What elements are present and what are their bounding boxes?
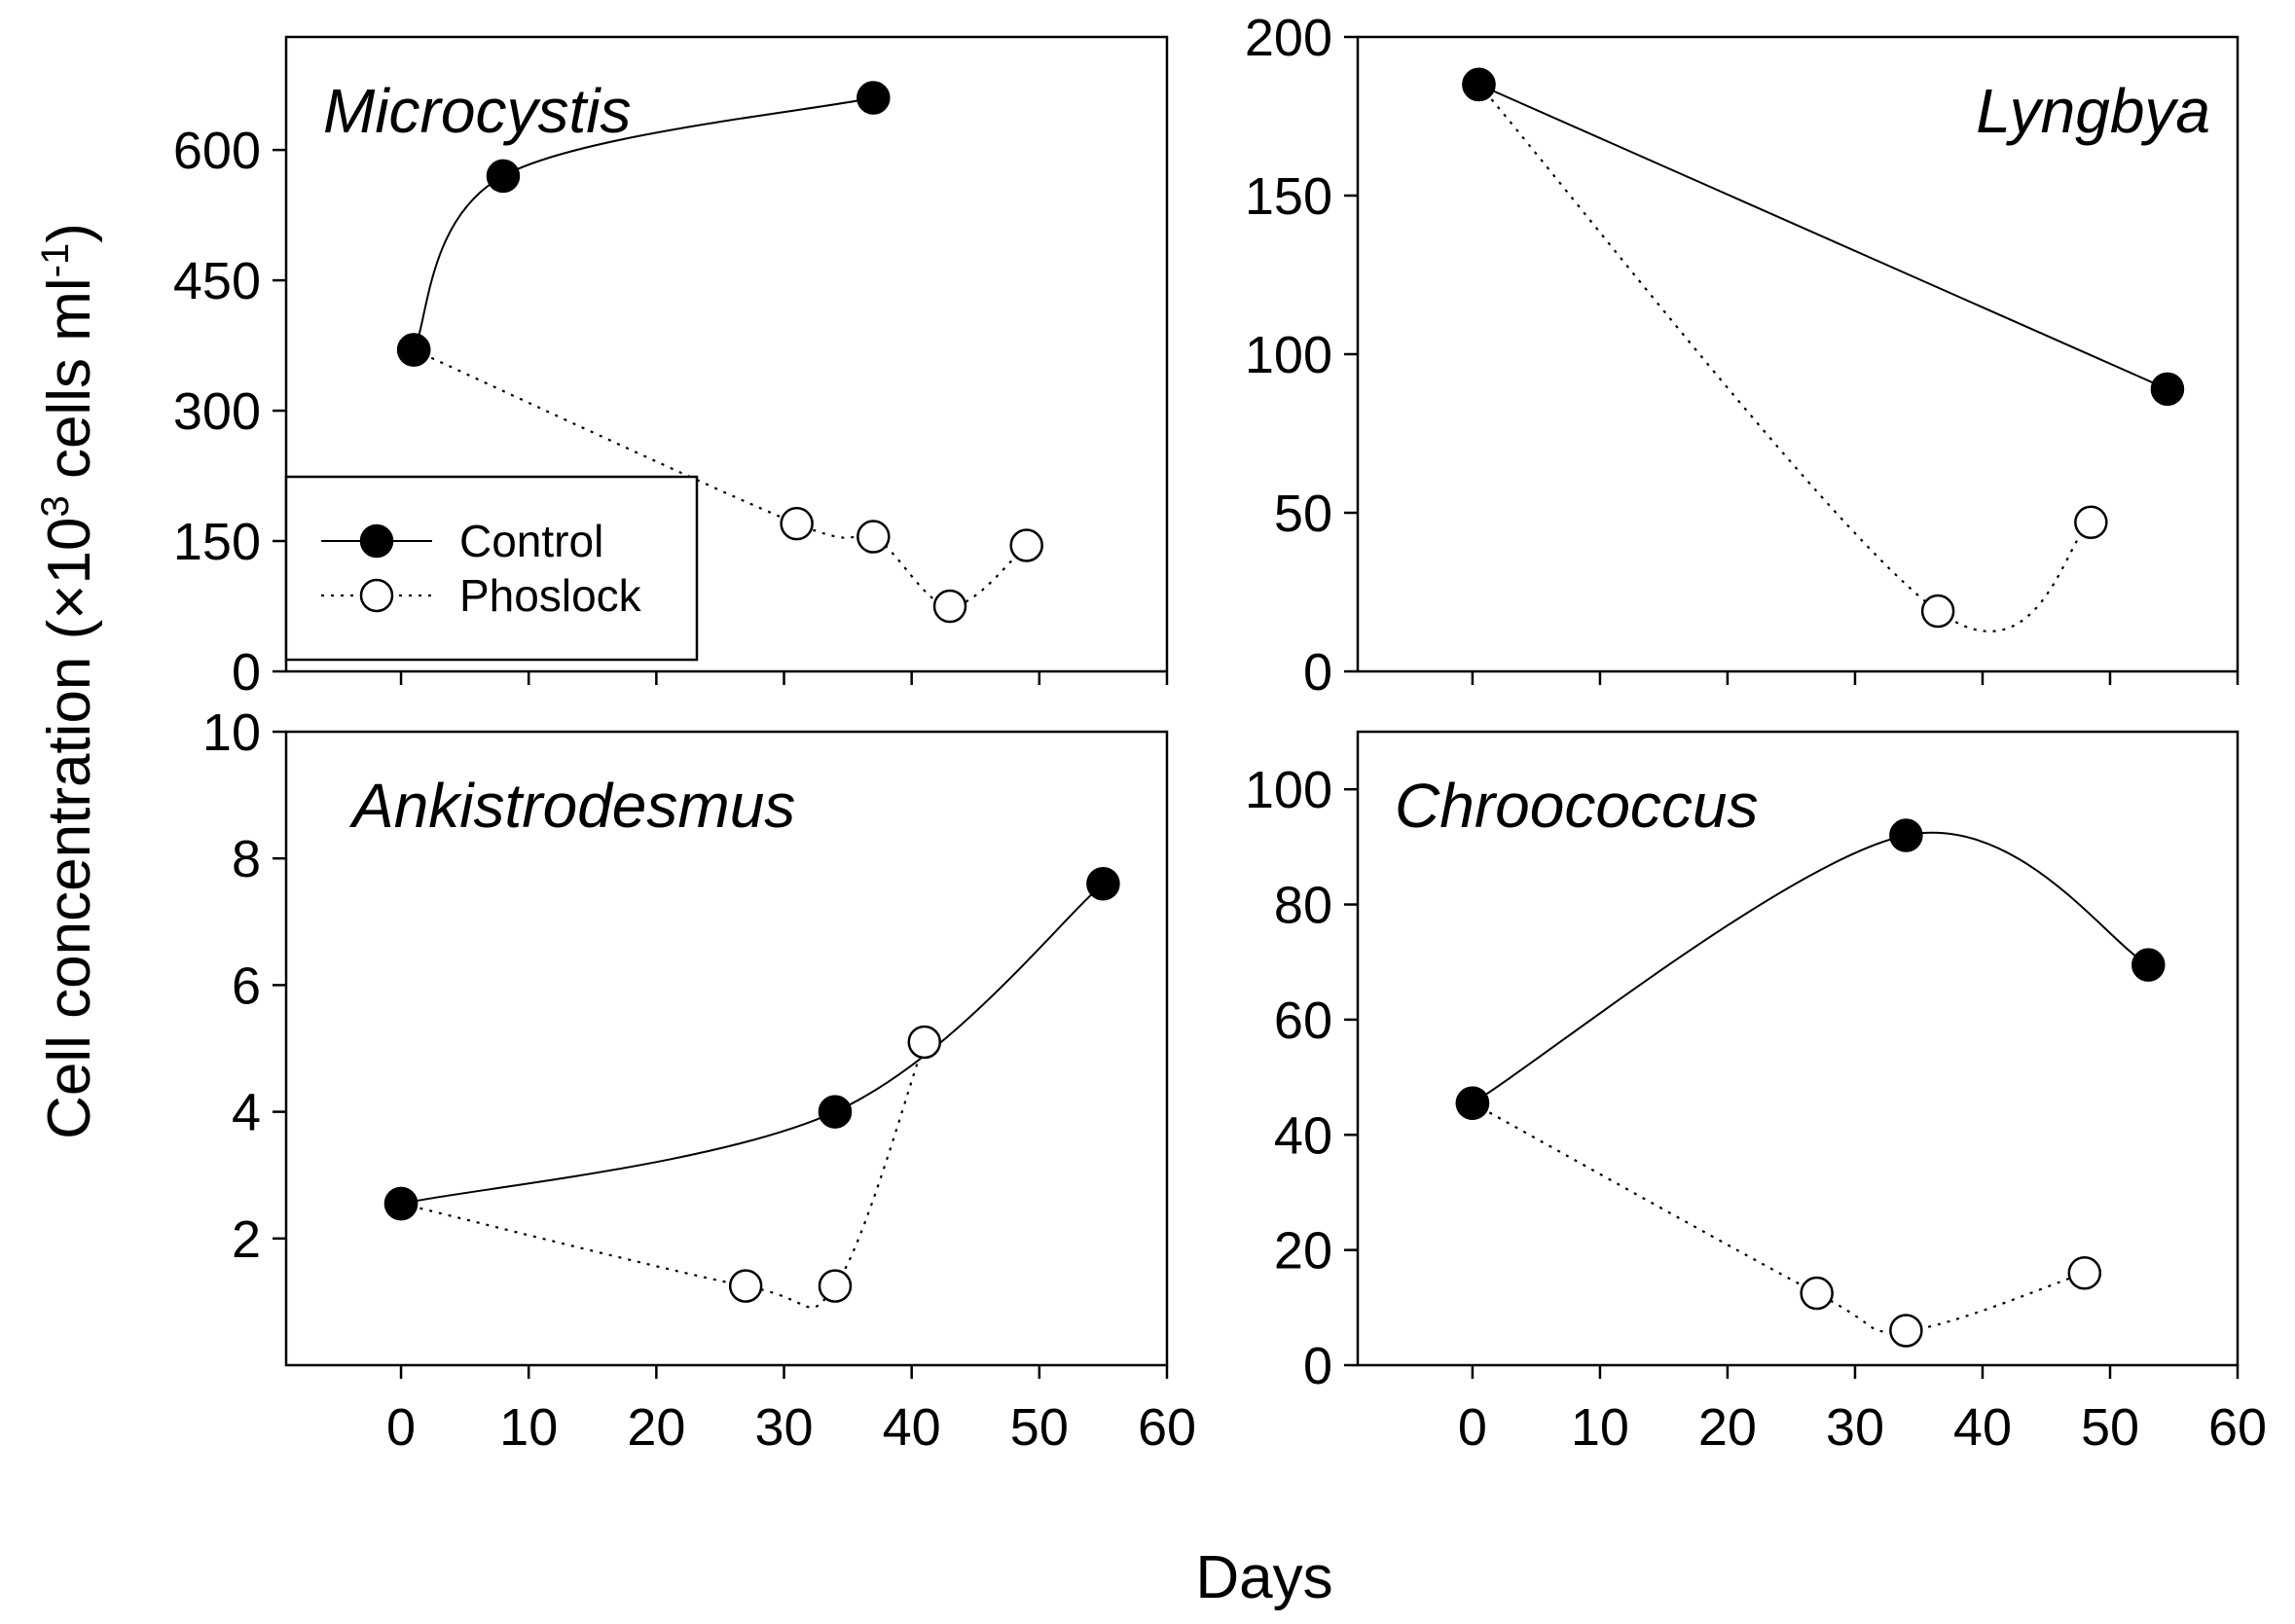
point-phoslock [818,1269,853,1303]
y-tick-label: 2 [232,1210,261,1269]
y-tick-label: 600 [173,122,261,180]
point-control [1086,866,1120,901]
y-tick-label: 100 [1245,761,1332,819]
panel-title: Microcystis [323,76,631,146]
point-control [818,1095,853,1129]
panel-title: Chroococcus [1395,771,1759,841]
x-tick-label: 60 [1138,1398,1196,1457]
point-control [1889,818,1923,852]
series-line-control [1478,83,2168,390]
x-tick-label: 0 [386,1398,416,1457]
series-line-phoslock [1472,1101,2086,1333]
point-phoslock [1889,1314,1923,1348]
point-phoslock [780,506,814,541]
y-tick-label: 6 [232,956,261,1015]
x-tick-label: 60 [2208,1398,2267,1457]
y-tick-label: 8 [232,830,261,888]
x-tick-label: 0 [1458,1398,1487,1457]
y-tick-label: 0 [1303,1337,1332,1395]
point-phoslock [907,1025,942,1060]
point-phoslock [856,520,891,554]
y-tick-label: 80 [1274,877,1332,935]
y-tick-label: 200 [1245,9,1332,67]
y-tick-label: 10 [202,704,261,762]
series-line-control [1472,831,2149,1104]
y-tick-label: 150 [173,513,261,571]
point-phoslock [1920,594,1955,629]
point-phoslock [2067,1256,2102,1290]
y-tick-label: 300 [173,382,261,441]
point-control [383,1186,419,1221]
point-control [486,159,521,194]
x-tick-label: 50 [1010,1398,1069,1457]
x-tick-label: 50 [2081,1398,2139,1457]
panel-title: Lyngbya [1976,76,2210,146]
y-tick-label: 150 [1245,167,1332,226]
legend-marker-phoslock [359,578,394,613]
y-tick-label: 100 [1245,326,1332,384]
x-tick-label: 30 [1826,1398,1884,1457]
point-phoslock [1800,1276,1834,1311]
panel-title: Ankistrodesmus [348,771,795,841]
series-line-phoslock [413,348,1028,608]
point-phoslock [1009,528,1043,562]
x-tick-label: 40 [883,1398,941,1457]
x-axis-label: Days [1195,1544,1332,1611]
legend-box [284,475,699,662]
series-line-phoslock [400,1041,926,1309]
y-tick-label: 4 [232,1084,261,1142]
point-control [2150,372,2185,407]
point-control [1455,1086,1490,1120]
y-axis-label: Cell concentration (×103 cells ml-1) [34,223,103,1139]
y-tick-label: 60 [1274,992,1332,1050]
x-tick-label: 10 [1571,1398,1629,1457]
point-control [1462,67,1496,102]
legend-marker-control [359,523,394,559]
y-tick-label: 450 [173,252,261,310]
panel-ankistrodesmus: 2 4 6 8 10 0 10 20 30 40 50 60 Ankistrodesmus [202,704,1196,1457]
point-control [396,333,431,367]
legend-label-control: Control [459,516,603,566]
x-tick-label: 30 [754,1398,813,1457]
y-tick-label: 0 [232,643,261,702]
plot-frame [284,730,1169,1367]
plot-frame [284,35,1169,673]
plot-frame [1356,730,2240,1367]
series-line-control [400,883,1105,1205]
y-tick-label: 0 [1303,643,1332,702]
x-tick-label: 10 [499,1398,558,1457]
point-control [2131,948,2166,982]
x-tick-label: 20 [627,1398,685,1457]
legend-label-phoslock: Phoslock [459,570,642,621]
point-phoslock [2074,505,2108,540]
point-control [856,81,891,115]
point-phoslock [932,589,967,624]
y-tick-label: 20 [1274,1222,1332,1281]
panel-lyngbya: 0 50 100 150 200 Lyngbya [1245,9,2240,702]
x-tick-label: 20 [1698,1398,1757,1457]
panel-chroococcus: 0 20 40 60 80 100 0 10 20 30 40 50 60 Chroococcus [1245,730,2267,1457]
y-tick-label: 50 [1274,485,1332,543]
series-line-phoslock [1477,84,2092,632]
x-tick-label: 40 [1953,1398,2012,1457]
point-phoslock [728,1269,763,1303]
y-tick-label: 40 [1274,1106,1332,1165]
